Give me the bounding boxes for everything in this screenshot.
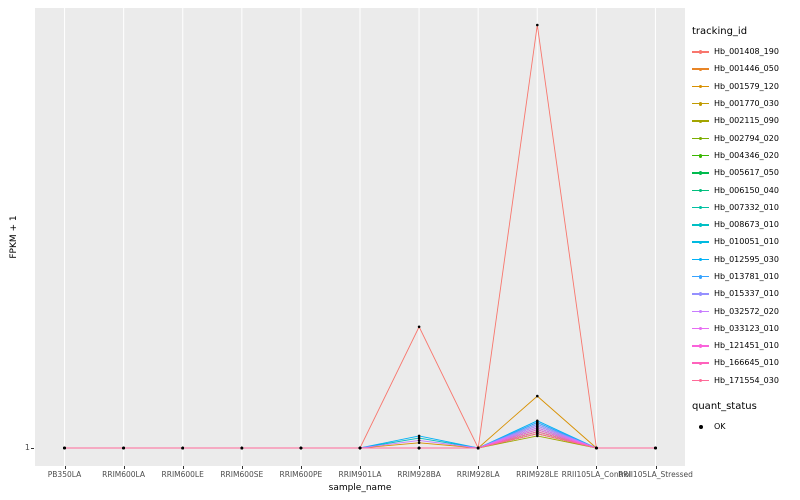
legend-item: Hb_001446_050 <box>692 60 798 77</box>
x-tick-mark <box>655 466 657 469</box>
legend-item-label: Hb_015337_010 <box>714 289 779 299</box>
x-tick-mark <box>123 466 125 469</box>
legend-item-label: Hb_033123_010 <box>714 323 779 333</box>
legend-item-label: Hb_002794_020 <box>714 133 779 143</box>
line-swatch-icon <box>692 237 709 246</box>
x-tick-mark <box>419 466 421 469</box>
x-tick-mark <box>182 466 184 469</box>
x-tick-label: RRIM600LE <box>161 470 204 479</box>
line-swatch-icon <box>692 272 709 281</box>
x-axis-title: sample_name <box>328 483 392 493</box>
line-swatch-icon <box>692 47 709 56</box>
plot-panel <box>35 8 685 466</box>
legend-item-label: Hb_001408_190 <box>714 47 779 57</box>
line-swatch-icon <box>692 358 709 367</box>
ok-point-icon <box>692 422 709 431</box>
legend-item: Hb_004346_020 <box>692 147 798 164</box>
legend-item: Hb_008673_010 <box>692 216 798 233</box>
legend-item-label: Hb_010051_010 <box>714 237 779 247</box>
legend-title-tracking-id: tracking_id <box>692 26 748 37</box>
x-tick-mark <box>596 466 598 469</box>
line-swatch-icon <box>692 99 709 108</box>
legend-item-label: Hb_001446_050 <box>714 64 779 74</box>
legend-item-label: Hb_008673_010 <box>714 220 779 230</box>
legend-item: Hb_010051_010 <box>692 233 798 250</box>
legend-item: Hb_171554_030 <box>692 372 798 389</box>
line-swatch-icon <box>692 324 709 333</box>
legend-item: Hb_001579_120 <box>692 78 798 95</box>
legend-item: Hb_007332_010 <box>692 199 798 216</box>
line-swatch-icon <box>692 220 709 229</box>
legend-item-label: Hb_166645_010 <box>714 358 779 368</box>
legend-item-label: Hb_004346_020 <box>714 150 779 160</box>
legend-item-label: Hb_005617_050 <box>714 168 779 178</box>
line-swatch-icon <box>692 168 709 177</box>
line-swatch-icon <box>692 289 709 298</box>
quant-status-legend: quant_status OK <box>692 401 798 435</box>
line-swatch-icon <box>692 151 709 160</box>
legend-item-label: Hb_121451_010 <box>714 341 779 351</box>
x-tick-label: RRIM600LA <box>102 470 146 479</box>
legend-item: Hb_032572_020 <box>692 302 798 319</box>
x-tick-label: RRIM600PE <box>279 470 323 479</box>
line-swatch-icon <box>692 255 709 264</box>
line-swatch-icon <box>692 82 709 91</box>
line-swatch-icon <box>692 116 709 125</box>
legend-item-label: Hb_006150_040 <box>714 185 779 195</box>
legend-item: Hb_033123_010 <box>692 320 798 337</box>
x-tick-label: RRII105LA_Stressed <box>618 470 693 479</box>
line-swatch-icon <box>692 134 709 143</box>
legend-item-label: Hb_171554_030 <box>714 375 779 385</box>
x-tick-mark <box>478 466 480 469</box>
y-tick-label: 1 <box>24 443 30 452</box>
x-tick-label: RRIM600SE <box>220 470 264 479</box>
x-tick-label: RRII105LA_Control <box>561 470 632 479</box>
legend-item: Hb_121451_010 <box>692 337 798 354</box>
quant-status-legend-item: OK <box>692 418 798 435</box>
line-swatch-icon <box>692 307 709 316</box>
legend-item-label: Hb_007332_010 <box>714 202 779 212</box>
quant-status-label: OK <box>714 422 726 432</box>
legend-item: Hb_002794_020 <box>692 129 798 146</box>
legend-item: Hb_001408_190 <box>692 43 798 60</box>
legend-item: Hb_002115_090 <box>692 112 798 129</box>
legend-item-label: Hb_012595_030 <box>714 254 779 264</box>
line-swatch-icon <box>692 186 709 195</box>
line-swatch-icon <box>692 203 709 212</box>
x-tick-label: PB350LA <box>47 470 82 479</box>
legend-item: Hb_012595_030 <box>692 251 798 268</box>
tracking-id-legend-items: Hb_001408_190 Hb_001446_050 Hb_001579_120 H… <box>692 43 798 389</box>
legend-item-label: Hb_001770_030 <box>714 99 779 109</box>
line-swatch-icon <box>692 341 709 350</box>
legend-item: Hb_166645_010 <box>692 354 798 371</box>
x-tick-label: RRIM928LE <box>516 470 559 479</box>
line-swatch-icon <box>692 376 709 385</box>
legend-item-label: Hb_032572_020 <box>714 306 779 316</box>
y-axis-title: FPKM + 1 <box>9 215 19 259</box>
legend-title-quant-status: quant_status <box>692 400 757 412</box>
legend-item-label: Hb_002115_090 <box>714 116 779 126</box>
x-tick-label: RRIM928BA <box>397 470 441 479</box>
legend-item: Hb_015337_010 <box>692 285 798 302</box>
legend-item: Hb_013781_010 <box>692 268 798 285</box>
x-tick-mark <box>360 466 361 469</box>
line-swatch-icon <box>692 64 709 73</box>
legend: tracking_id Hb_001408_190 Hb_001446_050 Hb… <box>692 26 798 435</box>
legend-item-label: Hb_013781_010 <box>714 272 779 281</box>
legend-item: Hb_005617_050 <box>692 164 798 181</box>
legend-item: Hb_001770_030 <box>692 95 798 112</box>
x-tick-mark <box>300 466 302 469</box>
legend-item-label: Hb_001579_120 <box>714 81 779 91</box>
x-tick-mark <box>241 466 243 469</box>
x-tick-mark <box>537 466 539 469</box>
x-tick-mark <box>64 466 66 469</box>
x-tick-label: RRIM901LA <box>338 470 382 479</box>
legend-item: Hb_006150_040 <box>692 181 798 198</box>
x-tick-label: RRIM928LA <box>456 470 500 479</box>
y-tick-mark <box>31 448 34 449</box>
